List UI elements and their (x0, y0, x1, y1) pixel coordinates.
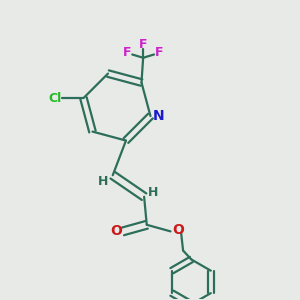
Text: O: O (172, 223, 184, 237)
Text: F: F (155, 46, 163, 59)
Text: N: N (153, 109, 164, 123)
Text: H: H (148, 186, 158, 199)
Text: Cl: Cl (48, 92, 61, 105)
Text: H: H (98, 175, 109, 188)
Text: O: O (110, 224, 122, 238)
Text: F: F (139, 38, 147, 51)
Text: F: F (123, 46, 131, 59)
